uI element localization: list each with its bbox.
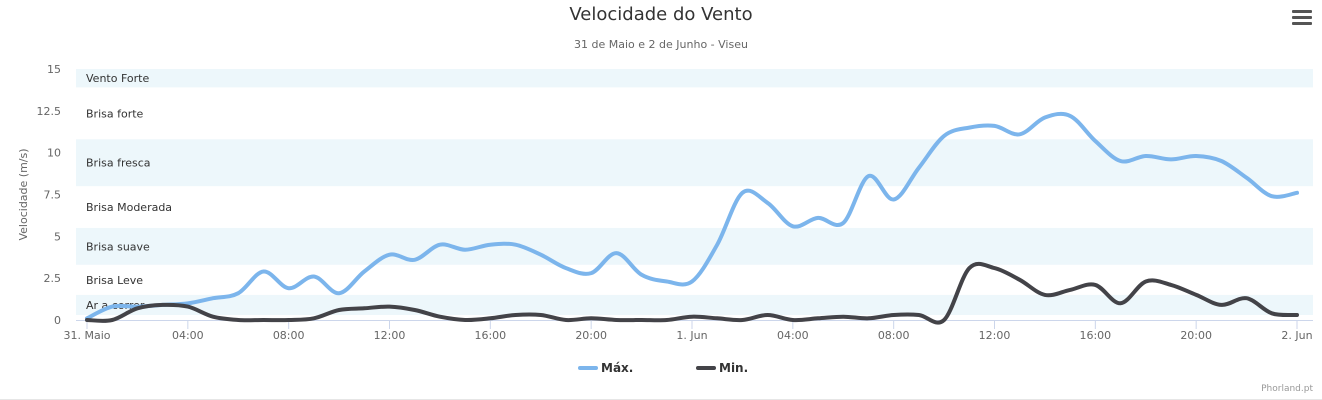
series-line-max (85, 111, 1299, 321)
plot-band-label: Vento Forte (86, 72, 149, 85)
credit-text[interactable]: Phorland.pt (1261, 384, 1313, 394)
x-tick-label: 08:00 (878, 329, 910, 342)
x-tick-label: 12:00 (374, 329, 406, 342)
x-tick-label: 16:00 (474, 329, 506, 342)
y-axis-title: Velocidade (m/s) (17, 148, 30, 240)
y-tick-label: 0 (54, 314, 61, 327)
plot-band (76, 139, 1313, 187)
plot-band (76, 69, 1313, 88)
plot-band (76, 227, 1313, 265)
x-tick-label: 1. Jun (676, 329, 707, 342)
plot-band (76, 294, 1313, 315)
x-tick-label: 12:00 (979, 329, 1011, 342)
y-tick-label: 7.5 (44, 189, 62, 202)
x-tick-label: 20:00 (575, 329, 607, 342)
y-tick-label: 15 (47, 63, 61, 76)
series-line-min (85, 261, 1299, 325)
plot-band-label: Brisa forte (86, 107, 144, 120)
x-tick-label: 31. Maio (63, 329, 110, 342)
legend-item[interactable]: Máx. (578, 361, 633, 375)
legend-label: Máx. (601, 361, 633, 375)
y-tick-label: 5 (54, 230, 61, 243)
x-tick-label: 04:00 (777, 329, 809, 342)
y-tick-label: 12.5 (37, 105, 62, 118)
chart-title: Velocidade do Vento (569, 4, 753, 25)
x-tick-label: 04:00 (172, 329, 204, 342)
x-tick-label: 08:00 (273, 329, 305, 342)
legend-label: Min. (719, 361, 748, 375)
plot-band-label: Brisa Moderada (86, 201, 172, 214)
chart-subtitle: 31 de Maio e 2 de Junho - Viseu (574, 38, 748, 51)
x-tick-label: 16:00 (1079, 329, 1111, 342)
hamburger-menu-icon[interactable] (1292, 10, 1312, 28)
x-tick-label: 20:00 (1180, 329, 1212, 342)
plot-band-label: Brisa fresca (86, 157, 151, 170)
y-tick-label: 10 (47, 147, 61, 160)
plot-band-label: Brisa suave (86, 240, 150, 253)
legend-item[interactable]: Min. (696, 361, 748, 375)
x-tick-label: 2. Jun (1281, 329, 1312, 342)
plot-band-label: Brisa Leve (86, 274, 143, 287)
y-tick-label: 2.5 (44, 272, 62, 285)
